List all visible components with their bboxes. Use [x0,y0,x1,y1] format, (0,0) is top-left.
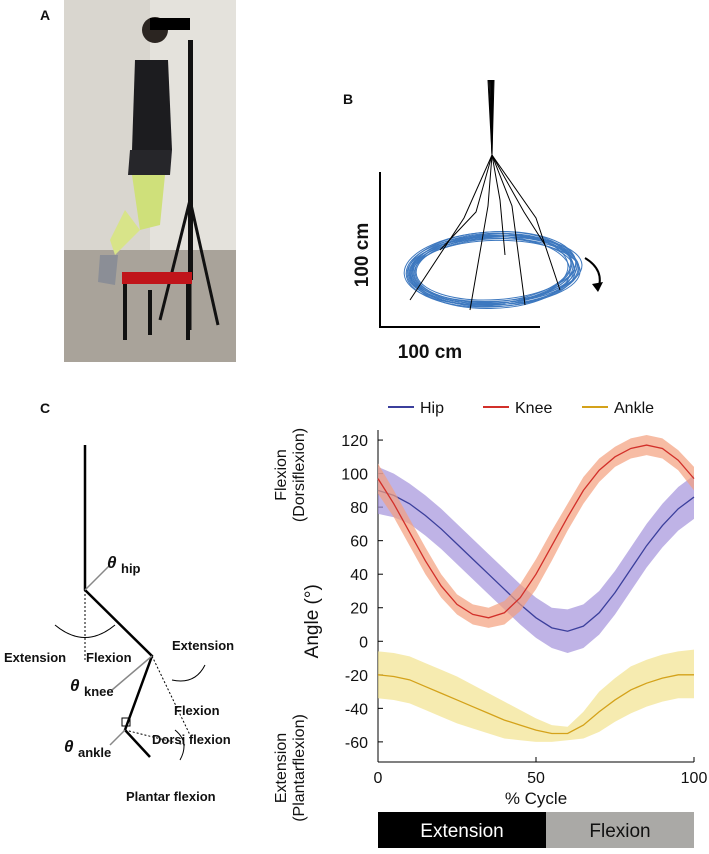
theta-sub: ankle [78,745,111,760]
foot-loop [407,231,573,305]
y-axis-label-bottom: (Plantarflexion) [291,714,308,822]
foot-loop [410,237,576,307]
y-tick-label: 40 [350,567,368,584]
y-tick-label: -40 [345,701,368,718]
hip-label: Extension [4,650,66,665]
theta: θ [70,676,80,695]
ankle-label: Plantar flexion [126,789,216,804]
band [378,649,694,742]
y-tick-label: 0 [359,634,368,651]
y-axis-label-top: Flexion [273,449,290,501]
theta-sub: knee [84,684,114,699]
x-tick-label: 100 [681,770,708,787]
legend-label: Hip [420,400,444,417]
y-tick-label: -20 [345,668,368,685]
stick-diagram [54,445,206,761]
theta: θ [64,737,74,756]
foot-loop [411,239,581,305]
panel-label: B [343,91,353,107]
foot-loop [405,234,575,308]
stick-leg [491,79,561,291]
panel-label: C [40,400,50,416]
y-tick-label: 120 [341,433,368,450]
y-tick-label: 80 [350,500,368,517]
y-tick-label: 100 [341,467,368,484]
hip-label: Flexion [86,650,132,665]
stick-leg [439,79,493,251]
phase-bar [546,812,694,848]
line-chart: -60 -40 -20 0 20 40 60 80 100 120 0 50 100 % Cycle Ang… [273,400,707,822]
line [377,489,695,632]
x-axis-label: % Cycle [505,789,567,808]
y-tick-label: -60 [345,735,368,752]
panel-label: A [40,7,50,23]
ankle-label: Dorsi flexion [152,732,231,747]
photo [64,0,236,362]
theta-sub: hip [121,561,141,576]
y-axis-label-top: (Dorsiflexion) [291,428,308,522]
stick-leg [491,80,526,306]
foot-loop [412,234,574,305]
line [377,444,695,619]
legend-label: Ankle [614,400,654,417]
x-tick-label: 50 [527,770,545,787]
knee-label: Extension [172,638,234,653]
band [378,466,694,654]
phase-bar [378,812,546,848]
stick-leg [409,79,493,301]
x-tick-label: 0 [374,770,383,787]
theta: θ [107,553,117,572]
phase-label: Flexion [589,821,650,842]
scale-label: 100 cm [398,342,462,363]
y-tick-label: 60 [350,534,368,551]
knee-label: Flexion [174,703,220,718]
legend-label: Knee [515,400,552,417]
line [377,674,694,735]
phase-label: Extension [420,821,503,842]
trajectory [379,79,603,328]
band [378,435,694,628]
y-axis-label: Angle (°) [302,584,323,658]
y-axis-label-bottom: Extension [273,733,290,803]
scale-label: 100 cm [352,223,373,287]
y-tick-label: 20 [350,601,368,618]
